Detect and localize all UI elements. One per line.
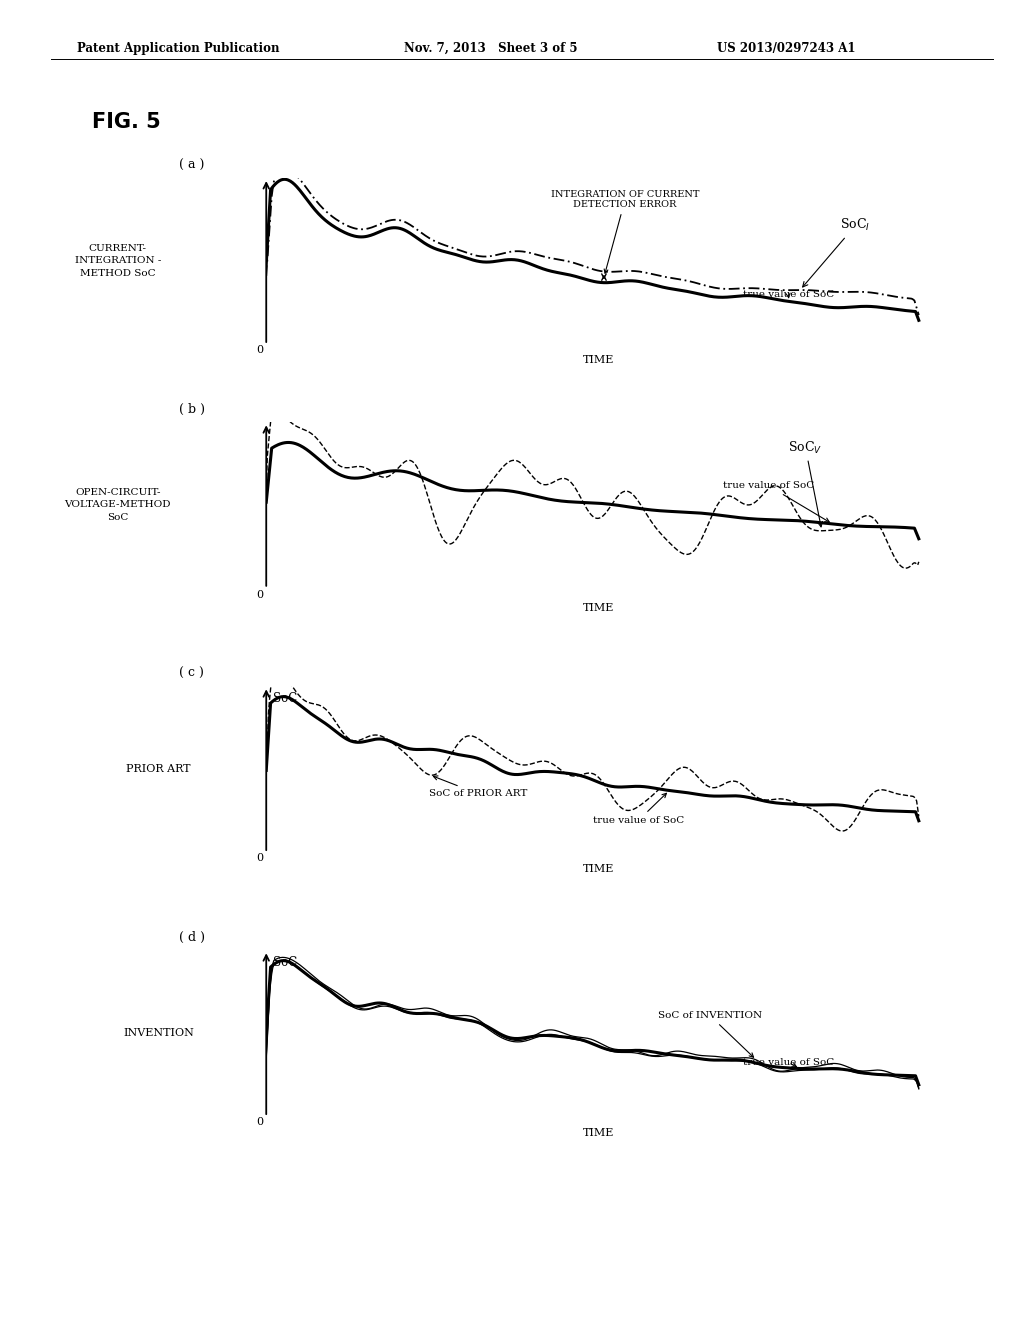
Text: CURRENT-
INTEGRATION -
METHOD SoC: CURRENT- INTEGRATION - METHOD SoC xyxy=(75,244,161,277)
Text: ( b ): ( b ) xyxy=(179,403,205,416)
Text: true value of SoC: true value of SoC xyxy=(742,290,834,300)
Text: TIME: TIME xyxy=(584,603,614,614)
Text: 0: 0 xyxy=(256,345,263,355)
Text: SoC$_I$: SoC$_I$ xyxy=(803,218,870,286)
Text: US 2013/0297243 A1: US 2013/0297243 A1 xyxy=(717,42,855,55)
Text: SoC: SoC xyxy=(272,956,297,969)
Text: TIME: TIME xyxy=(584,865,614,874)
Text: ( c ): ( c ) xyxy=(179,667,204,680)
Text: SoC: SoC xyxy=(272,692,297,705)
Text: TIME: TIME xyxy=(584,355,614,366)
Text: Patent Application Publication: Patent Application Publication xyxy=(77,42,280,55)
Text: 0: 0 xyxy=(256,853,263,863)
Text: FIG. 5: FIG. 5 xyxy=(92,112,161,132)
Text: TIME: TIME xyxy=(584,1129,614,1138)
Text: PRIOR ART: PRIOR ART xyxy=(127,764,190,774)
Text: true value of SoC: true value of SoC xyxy=(742,1059,834,1067)
Text: INTEGRATION OF CURRENT
DETECTION ERROR: INTEGRATION OF CURRENT DETECTION ERROR xyxy=(551,190,699,273)
Text: true value of SoC: true value of SoC xyxy=(723,482,829,521)
Text: OPEN-CIRCUIT-
VOLTAGE-METHOD
SoC: OPEN-CIRCUIT- VOLTAGE-METHOD SoC xyxy=(65,488,171,521)
Text: ( d ): ( d ) xyxy=(179,931,205,944)
Text: Nov. 7, 2013   Sheet 3 of 5: Nov. 7, 2013 Sheet 3 of 5 xyxy=(404,42,578,55)
Text: ( a ): ( a ) xyxy=(179,158,205,172)
Text: SoC of PRIOR ART: SoC of PRIOR ART xyxy=(429,776,527,799)
Text: 0: 0 xyxy=(256,590,263,601)
Text: INVENTION: INVENTION xyxy=(123,1028,195,1038)
Text: 0: 0 xyxy=(256,1117,263,1127)
Text: true value of SoC: true value of SoC xyxy=(593,793,684,825)
Text: SoC$_V$: SoC$_V$ xyxy=(788,440,822,527)
Text: SoC of INVENTION: SoC of INVENTION xyxy=(657,1011,762,1057)
